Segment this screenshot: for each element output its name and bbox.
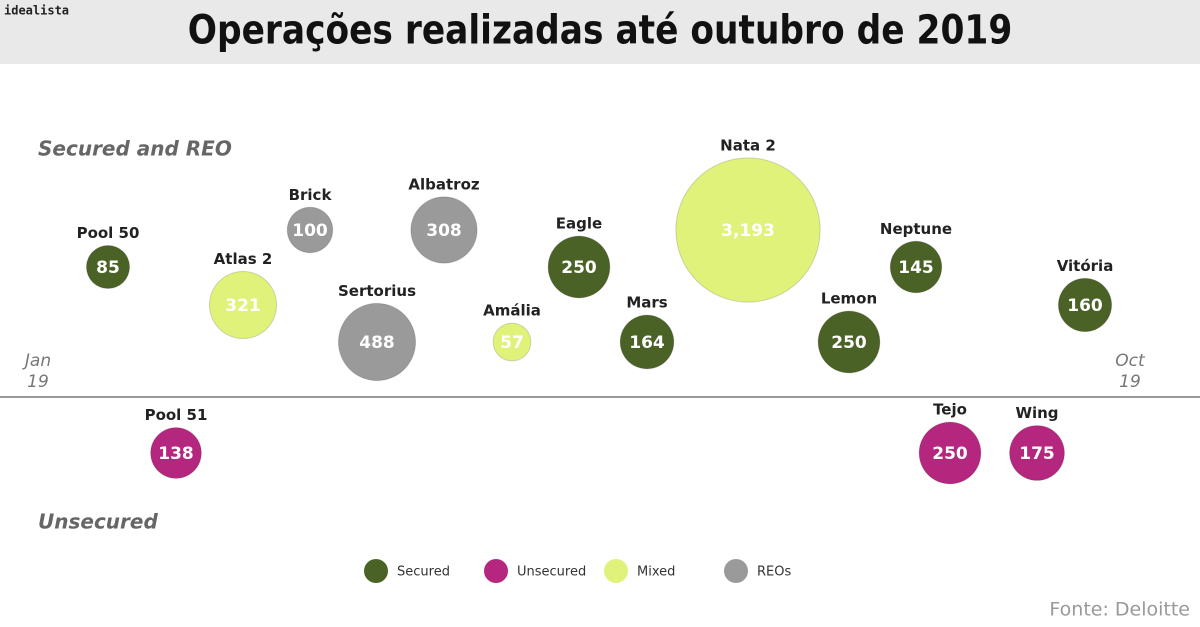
x-start-label: 19 — [27, 372, 49, 392]
bubble — [410, 196, 478, 264]
legend-label: REOs — [757, 565, 791, 580]
upper-label: Secured and REO — [38, 137, 232, 161]
value-label: 3,193 — [721, 221, 775, 241]
lower-label: Unsecured — [38, 510, 158, 534]
bubble-name: Eagle — [556, 215, 602, 233]
brand: idealista — [4, 4, 69, 18]
bubble-name: Pool 51 — [145, 406, 208, 424]
bubble — [675, 157, 821, 303]
bubble-name: Tejo — [933, 401, 967, 419]
bubble-name: Amália — [483, 302, 541, 320]
value-label: 175 — [1019, 444, 1055, 464]
legend-label: Unsecured — [517, 565, 586, 580]
bubble — [208, 270, 278, 340]
value-label: 164 — [629, 333, 665, 353]
value-label: 250 — [932, 444, 968, 464]
x-end-label: 19 — [1119, 372, 1141, 392]
bubble — [918, 421, 982, 485]
value-label: 138 — [158, 444, 194, 464]
value-label: 100 — [292, 221, 328, 241]
legend-swatch — [724, 559, 748, 583]
bubble-name: Sertorius — [338, 282, 416, 300]
chart-title: Operações realizadas até outubro de 2019 — [188, 6, 1013, 53]
bubble — [492, 322, 532, 362]
value-label: 145 — [898, 258, 934, 278]
bubble — [547, 235, 611, 299]
bubble — [1009, 425, 1065, 481]
legend-swatch — [364, 559, 388, 583]
legend-label: Secured — [397, 565, 450, 580]
bubble — [85, 244, 131, 290]
bubble-name: Atlas 2 — [214, 250, 273, 268]
bubble-name: Wing — [1015, 404, 1058, 422]
value-label: 488 — [359, 333, 395, 353]
legend-label: Mixed — [637, 565, 675, 580]
bubble-name: Lemon — [821, 290, 877, 308]
bubble — [1057, 277, 1113, 333]
x-start-label: Jan — [22, 351, 51, 371]
bubble-name: Nata 2 — [720, 136, 776, 154]
legend-swatch — [484, 559, 508, 583]
value-label: 160 — [1067, 296, 1103, 316]
title-bar — [0, 0, 1200, 64]
bubble-name: Vitória — [1057, 257, 1114, 275]
value-label: 250 — [831, 333, 867, 353]
bubble-name: Pool 50 — [77, 224, 140, 242]
value-label: 321 — [225, 296, 261, 316]
bubble-name: Brick — [289, 186, 333, 204]
source: Fonte: Deloitte — [1049, 599, 1190, 621]
value-label: 57 — [500, 333, 524, 353]
bubble — [889, 240, 943, 294]
legend-swatch — [604, 559, 628, 583]
bubble-name: Albatroz — [408, 175, 479, 193]
bubble-name: Mars — [626, 294, 667, 312]
bubble — [150, 427, 202, 479]
value-label: 308 — [426, 221, 462, 241]
bubble — [286, 206, 334, 254]
value-label: 85 — [96, 258, 120, 278]
value-label: 250 — [561, 258, 597, 278]
x-end-label: Oct — [1115, 351, 1146, 371]
bubble — [337, 302, 417, 382]
bubble-name: Neptune — [880, 220, 952, 238]
bubble — [619, 314, 675, 370]
bubble — [817, 310, 881, 374]
